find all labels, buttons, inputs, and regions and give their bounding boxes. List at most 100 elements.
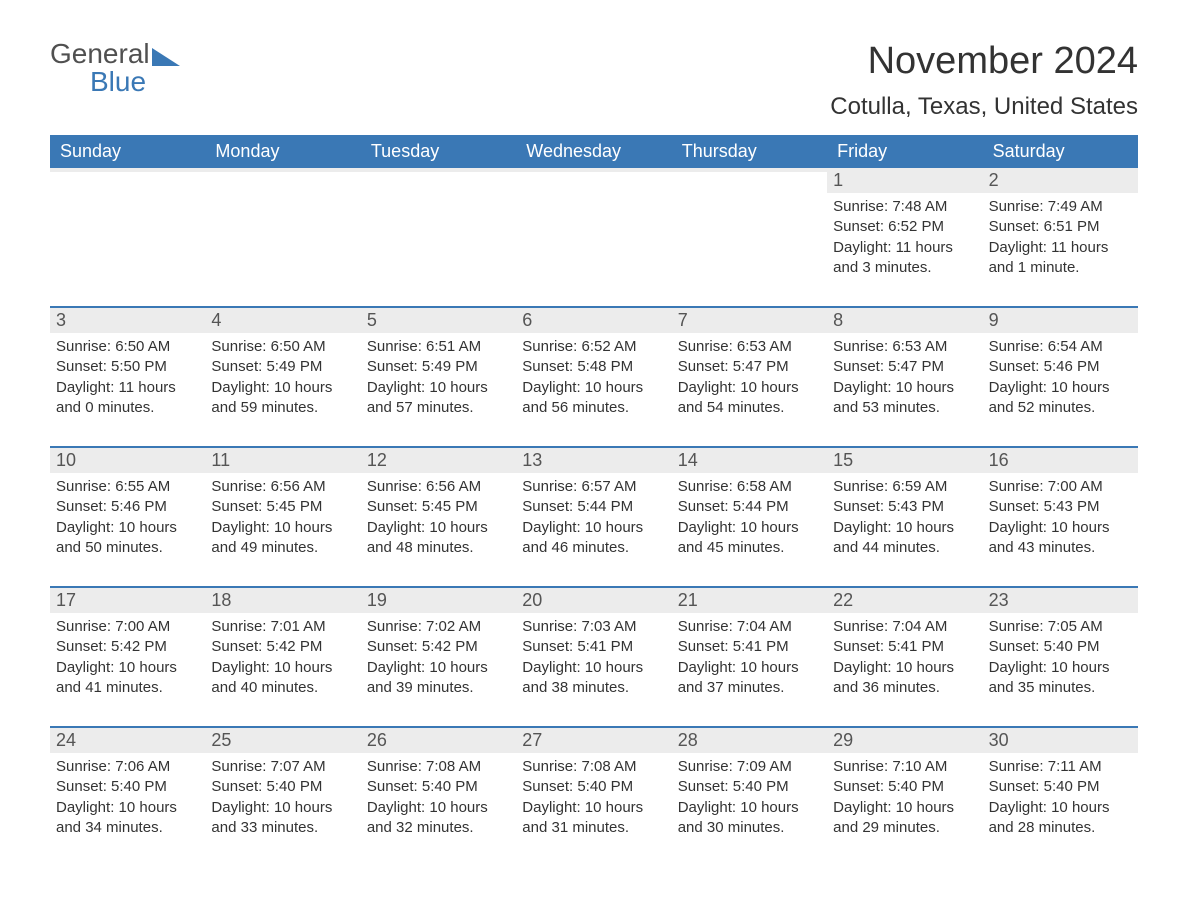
day-info-line: and 56 minutes.	[522, 398, 665, 418]
day-info-line: Sunset: 5:40 PM	[678, 777, 821, 797]
day-number: 19	[361, 588, 516, 613]
calendar-cell: 1Sunrise: 7:48 AMSunset: 6:52 PMDaylight…	[827, 168, 982, 288]
day-info-line: Daylight: 10 hours	[367, 518, 510, 538]
day-info-line: Daylight: 10 hours	[833, 518, 976, 538]
weekday-header: Sunday	[50, 135, 205, 168]
calendar-cell: 9Sunrise: 6:54 AMSunset: 5:46 PMDaylight…	[983, 308, 1138, 428]
day-info-line: Daylight: 10 hours	[211, 378, 354, 398]
day-info-line: and 35 minutes.	[989, 678, 1132, 698]
day-info-line: Sunrise: 6:54 AM	[989, 337, 1132, 357]
day-info-line: Daylight: 10 hours	[989, 518, 1132, 538]
calendar-cell: 19 Sunrise: 7:02 AMSunset: 5:42 PMDayligh…	[361, 588, 516, 708]
day-info-line: Sunrise: 7:01 AM	[211, 617, 354, 637]
day-number: 25	[205, 728, 360, 753]
calendar-cell: 2 Sunrise: 7:49 AMSunset: 6:51 PMDaylight…	[983, 168, 1138, 288]
calendar-cell	[205, 168, 360, 288]
day-info-line: and 40 minutes.	[211, 678, 354, 698]
title-block: November 2024 Cotulla, Texas, United Sta…	[830, 40, 1138, 135]
day-info-line: Daylight: 10 hours	[211, 798, 354, 818]
day-info-line: and 48 minutes.	[367, 538, 510, 558]
day-info: Sunrise: 7:02 AMSunset: 5:42 PMDaylight:…	[367, 617, 510, 698]
calendar-cell: 24Sunrise: 7:06 AMSunset: 5:40 PMDayligh…	[50, 728, 205, 848]
calendar-cell: 23Sunrise: 7:05 AMSunset: 5:40 PMDayligh…	[983, 588, 1138, 708]
day-info-line: Sunrise: 6:57 AM	[522, 477, 665, 497]
day-number	[205, 168, 360, 172]
day-number: 4	[205, 308, 360, 333]
day-info: Sunrise: 6:57 AMSunset: 5:44 PMDaylight:…	[522, 477, 665, 558]
day-info-line: Daylight: 10 hours	[678, 378, 821, 398]
weekday-header: Saturday	[983, 135, 1138, 168]
day-number: 16	[983, 448, 1138, 473]
day-number: 21	[672, 588, 827, 613]
calendar-cell: 18Sunrise: 7:01 AMSunset: 5:42 PMDayligh…	[205, 588, 360, 708]
calendar-cell	[516, 168, 671, 288]
day-info-line: Sunrise: 6:55 AM	[56, 477, 199, 497]
day-info-line: Daylight: 10 hours	[522, 518, 665, 538]
day-info-line: Daylight: 10 hours	[522, 378, 665, 398]
day-number	[361, 168, 516, 172]
day-info: Sunrise: 6:59 AMSunset: 5:43 PMDaylight:…	[833, 477, 976, 558]
day-info-line: and 30 minutes.	[678, 818, 821, 838]
day-info-line: Sunrise: 7:11 AM	[989, 757, 1132, 777]
day-info-line: Sunset: 5:46 PM	[989, 357, 1132, 377]
day-number: 8	[827, 308, 982, 333]
day-info-line: Sunset: 5:40 PM	[522, 777, 665, 797]
calendar-cell	[672, 168, 827, 288]
day-number: 23	[983, 588, 1138, 613]
day-info-line: Sunset: 5:40 PM	[989, 777, 1132, 797]
calendar-cell	[50, 168, 205, 288]
day-info: Sunrise: 7:01 AMSunset: 5:42 PMDaylight:…	[211, 617, 354, 698]
day-info-line: and 57 minutes.	[367, 398, 510, 418]
day-number: 2	[983, 168, 1138, 193]
logo: General Blue	[50, 40, 180, 96]
day-info-line: and 39 minutes.	[367, 678, 510, 698]
calendar-cell: 17Sunrise: 7:00 AMSunset: 5:42 PMDayligh…	[50, 588, 205, 708]
day-number: 13	[516, 448, 671, 473]
day-info-line: Daylight: 10 hours	[833, 378, 976, 398]
weekday-header: Thursday	[672, 135, 827, 168]
day-number: 24	[50, 728, 205, 753]
day-info-line: Sunset: 5:44 PM	[678, 497, 821, 517]
calendar-cell: 5Sunrise: 6:51 AMSunset: 5:49 PMDaylight…	[361, 308, 516, 428]
day-info: Sunrise: 6:53 AMSunset: 5:47 PMDaylight:…	[833, 337, 976, 418]
day-info-line: Daylight: 10 hours	[833, 798, 976, 818]
day-info: Sunrise: 7:07 AMSunset: 5:40 PMDaylight:…	[211, 757, 354, 838]
day-number: 27	[516, 728, 671, 753]
calendar-cell: 30Sunrise: 7:11 AMSunset: 5:40 PMDayligh…	[983, 728, 1138, 848]
day-number: 20	[516, 588, 671, 613]
day-info-line: and 45 minutes.	[678, 538, 821, 558]
day-info-line: and 54 minutes.	[678, 398, 821, 418]
day-info-line: Daylight: 10 hours	[989, 378, 1132, 398]
day-info-line: Sunset: 5:48 PM	[522, 357, 665, 377]
day-info-line: Sunset: 5:41 PM	[522, 637, 665, 657]
calendar-cell: 22Sunrise: 7:04 AMSunset: 5:41 PMDayligh…	[827, 588, 982, 708]
calendar-cell: 3Sunrise: 6:50 AMSunset: 5:50 PMDaylight…	[50, 308, 205, 428]
day-info: Sunrise: 7:00 AMSunset: 5:42 PMDaylight:…	[56, 617, 199, 698]
day-info-line: Sunset: 5:40 PM	[211, 777, 354, 797]
day-info-line: Sunset: 5:40 PM	[989, 637, 1132, 657]
day-info-line: Sunrise: 6:50 AM	[211, 337, 354, 357]
day-info: Sunrise: 6:50 AMSunset: 5:50 PMDaylight:…	[56, 337, 199, 418]
day-info-line: Daylight: 10 hours	[56, 518, 199, 538]
day-info-line: Sunset: 6:51 PM	[989, 217, 1132, 237]
day-info: Sunrise: 7:08 AMSunset: 5:40 PMDaylight:…	[522, 757, 665, 838]
month-title: November 2024	[830, 40, 1138, 83]
calendar-cell: 21Sunrise: 7:04 AMSunset: 5:41 PMDayligh…	[672, 588, 827, 708]
day-info-line: Daylight: 11 hours	[56, 378, 199, 398]
day-info-line: Sunrise: 7:05 AM	[989, 617, 1132, 637]
day-info: Sunrise: 6:51 AMSunset: 5:49 PMDaylight:…	[367, 337, 510, 418]
day-info-line: Sunrise: 7:03 AM	[522, 617, 665, 637]
day-number	[50, 168, 205, 172]
logo-text-1: General	[50, 38, 150, 69]
day-info-line: and 29 minutes.	[833, 818, 976, 838]
day-info-line: Sunrise: 7:10 AM	[833, 757, 976, 777]
day-info: Sunrise: 7:04 AMSunset: 5:41 PMDaylight:…	[833, 617, 976, 698]
day-info: Sunrise: 7:09 AMSunset: 5:40 PMDaylight:…	[678, 757, 821, 838]
day-info-line: and 37 minutes.	[678, 678, 821, 698]
day-info: Sunrise: 7:49 AMSunset: 6:51 PMDaylight:…	[989, 197, 1132, 278]
day-info-line: Sunset: 5:41 PM	[678, 637, 821, 657]
day-number: 11	[205, 448, 360, 473]
calendar-cell: 10Sunrise: 6:55 AMSunset: 5:46 PMDayligh…	[50, 448, 205, 568]
day-info-line: Sunrise: 7:00 AM	[56, 617, 199, 637]
day-info-line: Sunrise: 6:50 AM	[56, 337, 199, 357]
